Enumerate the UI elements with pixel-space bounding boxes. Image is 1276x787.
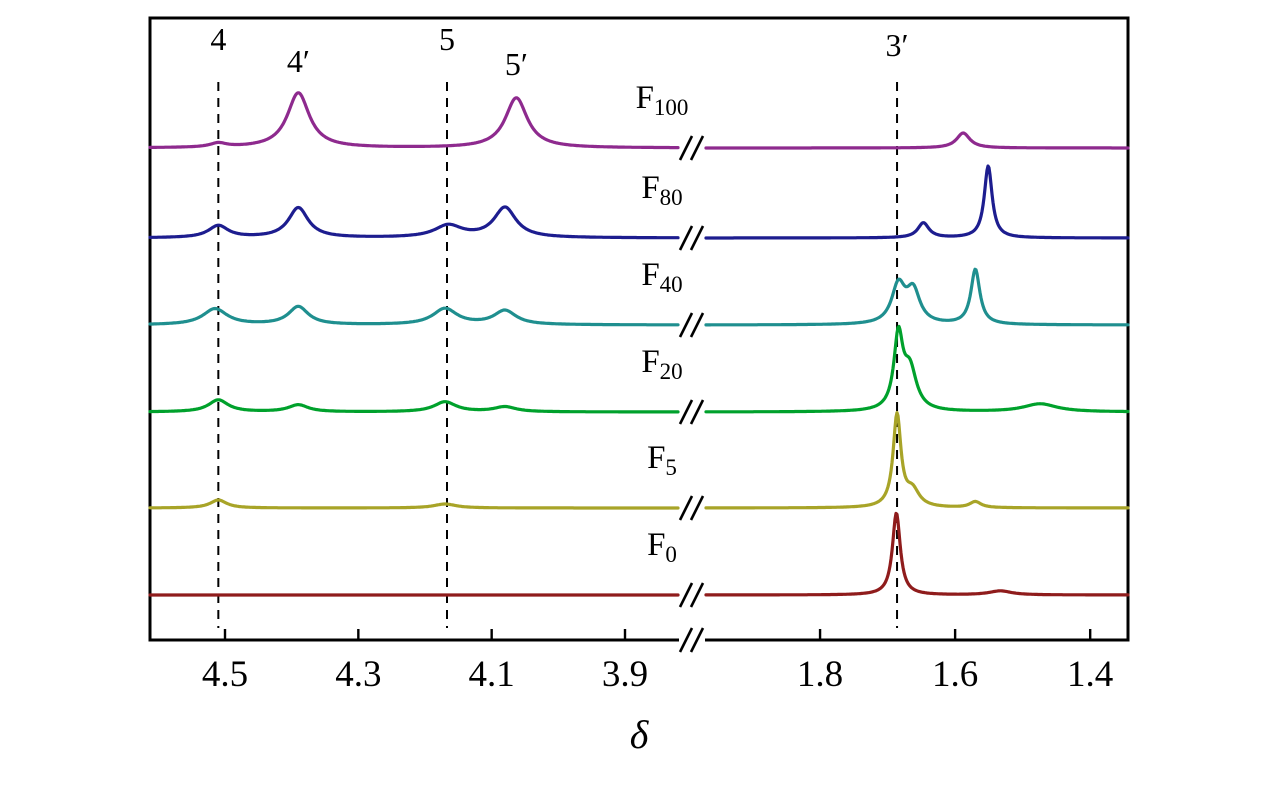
series-label-F40: F40: [641, 257, 682, 297]
series-label-F20: F20: [641, 344, 682, 384]
axis-break-mark: [689, 627, 705, 653]
series-label-F5: F5: [647, 440, 677, 480]
x-tick-label: 4.1: [469, 654, 515, 695]
x-axis-title: δ: [630, 712, 650, 757]
x-tick-label: 4.5: [202, 654, 248, 695]
x-tick-label: 1.8: [797, 654, 843, 695]
axis-break-mark: [689, 312, 705, 338]
spectrum-trace-F100: [148, 91, 1130, 150]
series-label-F0: F0: [647, 527, 677, 567]
series-label-F80: F80: [641, 170, 682, 210]
axis-break-mark: [689, 582, 705, 608]
spectrum-trace-F40: [148, 267, 1130, 327]
axis-break-mark: [689, 399, 705, 425]
peak-label-5′: 5′: [505, 46, 528, 82]
axis-break-mark: [678, 135, 694, 161]
axis-break-mark: [689, 495, 705, 521]
spectrum-trace-F5: [148, 411, 1130, 510]
peak-label-5: 5: [439, 21, 455, 57]
axis-break-mark: [678, 582, 694, 608]
axis-break-gap: [679, 635, 705, 645]
x-tick-label: 4.3: [335, 654, 381, 695]
peak-label-3′: 3′: [886, 27, 909, 63]
spectrum-trace-F0: [148, 511, 1130, 597]
series-label-F100: F100: [636, 80, 689, 120]
plot-border: [148, 16, 1130, 642]
spectrum-trace-F80: [148, 164, 1130, 240]
peak-label-4: 4: [210, 21, 226, 57]
axis-break-mark: [689, 225, 705, 251]
spectrum-trace-F20: [148, 324, 1130, 414]
axis-break-mark: [678, 399, 694, 425]
axis-break-mark: [678, 495, 694, 521]
axis-break-mark: [678, 312, 694, 338]
axis-break-mark: [689, 135, 705, 161]
x-tick-label: 1.4: [1067, 654, 1113, 695]
axis-break-mark: [678, 225, 694, 251]
axis-break-mark: [678, 627, 694, 653]
x-tick-label: 1.6: [932, 654, 978, 695]
x-tick-label: 3.9: [602, 654, 648, 695]
peak-label-4′: 4′: [287, 43, 310, 79]
